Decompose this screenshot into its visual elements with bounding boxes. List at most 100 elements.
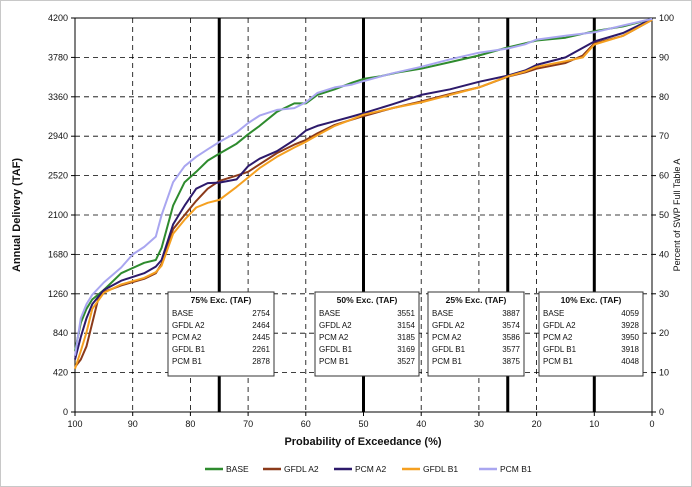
summary-row-label: GFDL A2 bbox=[432, 321, 465, 330]
series-line-base bbox=[74, 17, 653, 352]
y2-tick-label: 90 bbox=[659, 52, 669, 62]
summary-row-value: 3551 bbox=[397, 309, 415, 318]
y-tick-label: 0 bbox=[63, 407, 68, 417]
summary-row-label: GFDL A2 bbox=[543, 321, 576, 330]
y2-tick-label: 70 bbox=[659, 131, 669, 141]
y-tick-label: 840 bbox=[53, 328, 68, 338]
legend-label: GFDL B1 bbox=[423, 464, 458, 474]
x-axis-ticks: 100 90 80 70 60 50 40 30 20 10 0 bbox=[67, 412, 655, 429]
y2-tick-label: 60 bbox=[659, 171, 669, 181]
summary-box-frame bbox=[167, 291, 275, 377]
summary-row-label: PCM B1 bbox=[543, 357, 573, 366]
y-tick-label: 1260 bbox=[48, 289, 68, 299]
x-tick-label: 100 bbox=[67, 419, 82, 429]
x-tick-label: 60 bbox=[301, 419, 311, 429]
y2-axis-ticks: 0 10 20 30 40 50 60 70 80 90 100 bbox=[652, 13, 674, 417]
summary-row-label: GFDL B1 bbox=[432, 345, 466, 354]
summary-box: 25% Exc. (TAF) BASE 3887 GFDL A2 3574 PCM A2 3… bbox=[427, 291, 525, 377]
summary-row-value: 3586 bbox=[502, 333, 520, 342]
y2-tick-label: 30 bbox=[659, 289, 669, 299]
summary-row-label: PCM A2 bbox=[543, 333, 573, 342]
summary-box-frame bbox=[538, 291, 644, 377]
y-tick-label: 2940 bbox=[48, 131, 68, 141]
y-tick-label: 4200 bbox=[48, 13, 68, 23]
summary-row-label: BASE bbox=[319, 309, 340, 318]
x-axis-title: Probability of Exceedance (%) bbox=[284, 436, 441, 448]
summary-row-value: 3574 bbox=[502, 321, 520, 330]
x-tick-label: 40 bbox=[416, 419, 426, 429]
summary-row-value: 2445 bbox=[252, 333, 270, 342]
summary-box-title: 25% Exc. (TAF) bbox=[446, 295, 507, 305]
series-line-gfdl-b1 bbox=[74, 19, 653, 370]
x-tick-label: 80 bbox=[185, 419, 195, 429]
summary-row-value: 4059 bbox=[621, 309, 639, 318]
series-lines bbox=[74, 17, 653, 370]
summary-box-frame bbox=[427, 291, 525, 377]
summary-row-label: PCM B1 bbox=[432, 357, 462, 366]
y-tick-label: 3360 bbox=[48, 92, 68, 102]
x-tick-label: 0 bbox=[649, 419, 654, 429]
summary-row-value: 2261 bbox=[252, 345, 270, 354]
summary-row-label: GFDL B1 bbox=[319, 345, 353, 354]
legend: BASE GFDL A2 PCM A2 GFDL B1 PCM B1 bbox=[205, 464, 532, 474]
summary-row-value: 4048 bbox=[621, 357, 639, 366]
summary-box-title: 50% Exc. (TAF) bbox=[337, 295, 398, 305]
summary-row-value: 3887 bbox=[502, 309, 520, 318]
summary-row-value: 3169 bbox=[397, 345, 415, 354]
summary-row-label: BASE bbox=[543, 309, 564, 318]
summary-box-title: 75% Exc. (TAF) bbox=[191, 295, 252, 305]
x-tick-label: 30 bbox=[474, 419, 484, 429]
summary-row-value: 3928 bbox=[621, 321, 639, 330]
summary-row-value: 3577 bbox=[502, 345, 520, 354]
y-tick-label: 2520 bbox=[48, 171, 68, 181]
summary-row-value: 3154 bbox=[397, 321, 415, 330]
y-tick-label: 1680 bbox=[48, 249, 68, 259]
summary-row-value: 3185 bbox=[397, 333, 415, 342]
y2-tick-label: 50 bbox=[659, 210, 669, 220]
summary-row-label: PCM A2 bbox=[319, 333, 349, 342]
summary-box: 75% Exc. (TAF) BASE 2754 GFDL A2 2464 PCM A2 2… bbox=[167, 291, 275, 377]
legend-label: GFDL A2 bbox=[284, 464, 319, 474]
x-tick-label: 90 bbox=[128, 419, 138, 429]
summary-row-value: 2878 bbox=[252, 357, 270, 366]
summary-row-value: 2754 bbox=[252, 309, 270, 318]
summary-box-frame bbox=[314, 291, 420, 377]
y2-axis-title: Percent of SWP Full Table A bbox=[672, 159, 682, 272]
y2-tick-label: 0 bbox=[659, 407, 664, 417]
summary-row-label: PCM A2 bbox=[432, 333, 462, 342]
summary-row-label: BASE bbox=[432, 309, 453, 318]
y2-tick-label: 100 bbox=[659, 13, 674, 23]
summary-row-label: GFDL A2 bbox=[319, 321, 352, 330]
summary-row-label: GFDL B1 bbox=[172, 345, 206, 354]
x-tick-label: 50 bbox=[358, 419, 368, 429]
summary-row-value: 3918 bbox=[621, 345, 639, 354]
legend-label: PCM B1 bbox=[500, 464, 532, 474]
summary-row-value: 3527 bbox=[397, 357, 415, 366]
x-tick-label: 10 bbox=[589, 419, 599, 429]
summary-row-label: BASE bbox=[172, 309, 193, 318]
y-tick-label: 3780 bbox=[48, 52, 68, 62]
summary-row-label: GFDL A2 bbox=[172, 321, 205, 330]
y2-tick-label: 80 bbox=[659, 92, 669, 102]
summary-row-label: GFDL B1 bbox=[543, 345, 577, 354]
summary-row-value: 3875 bbox=[502, 357, 520, 366]
summary-box-title: 10% Exc. (TAF) bbox=[561, 295, 622, 305]
y-tick-label: 420 bbox=[53, 368, 68, 378]
y-axis-ticks: 0 420 840 1260 1680 2100 2520 2940 3360 3780 4200 bbox=[48, 13, 75, 417]
legend-label: BASE bbox=[226, 464, 249, 474]
summary-box: 50% Exc. (TAF) BASE 3551 GFDL A2 3154 PCM A2 3… bbox=[314, 291, 420, 377]
y2-tick-label: 10 bbox=[659, 368, 669, 378]
x-tick-label: 20 bbox=[532, 419, 542, 429]
y-axis-title: Annual Delivery (TAF) bbox=[11, 158, 23, 272]
summary-box: 10% Exc. (TAF) BASE 4059 GFDL A2 3928 PCM A2 3… bbox=[538, 291, 644, 377]
summary-row-label: PCM B1 bbox=[172, 357, 202, 366]
series-line-pcm-b1 bbox=[74, 17, 653, 356]
legend-label: PCM A2 bbox=[355, 464, 386, 474]
y-tick-label: 2100 bbox=[48, 210, 68, 220]
summary-row-value: 3950 bbox=[621, 333, 639, 342]
summary-row-value: 2464 bbox=[252, 321, 270, 330]
